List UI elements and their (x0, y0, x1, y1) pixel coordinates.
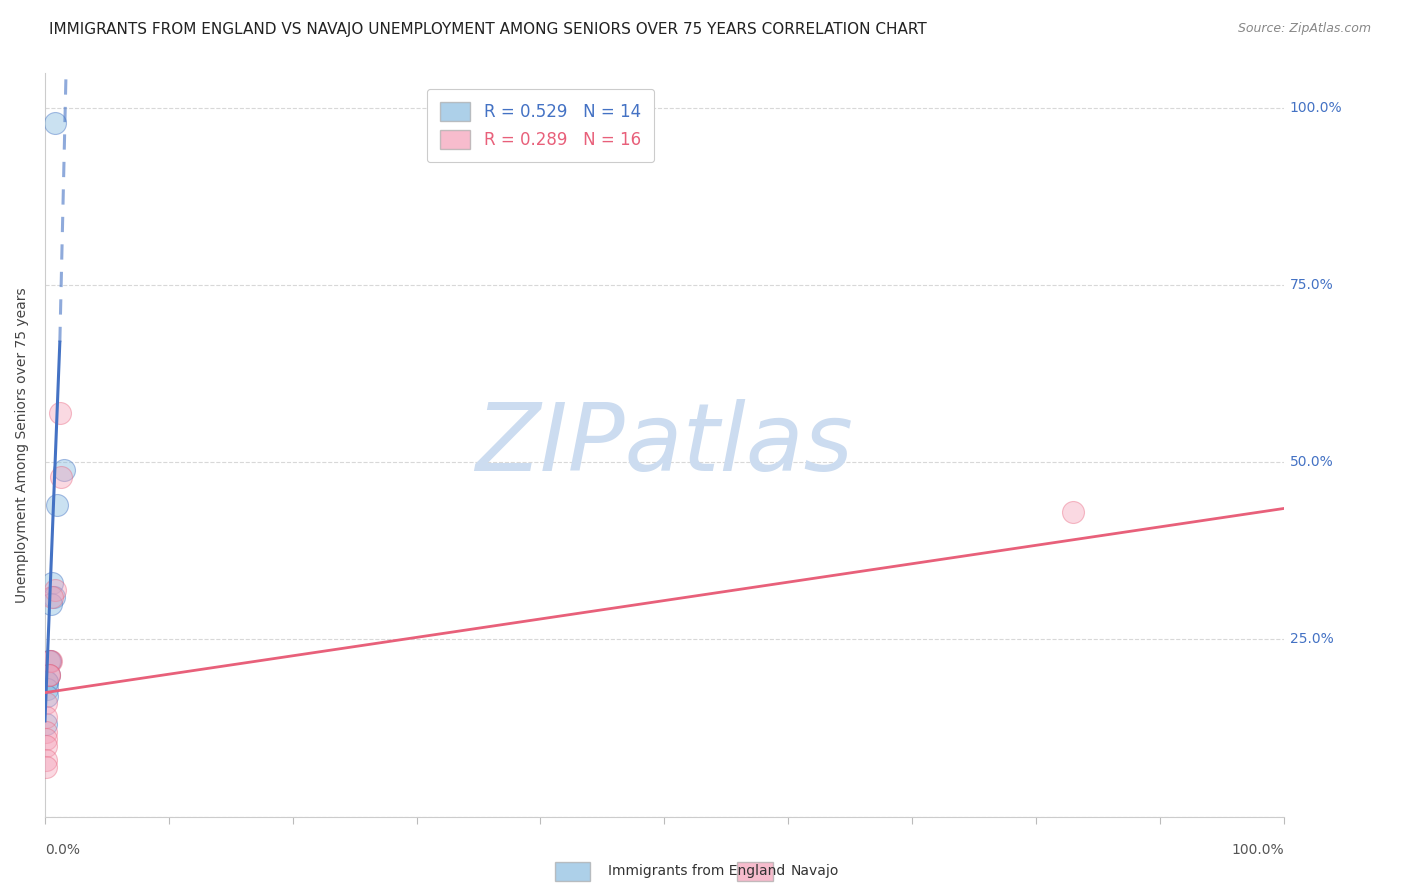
Point (39, 654, 62, 668)
Point (35, 731, 58, 746)
Point (38, 668, 60, 682)
Text: Source: ZipAtlas.com: Source: ZipAtlas.com (1237, 22, 1371, 36)
Point (35, 710, 58, 724)
Y-axis label: Unemployment Among Seniors over 75 years: Unemployment Among Seniors over 75 years (15, 287, 30, 603)
Point (41, 590, 63, 604)
Point (39, 597, 62, 611)
Text: ZIPatlas: ZIPatlas (475, 400, 853, 491)
Point (37, 689, 59, 703)
Point (42, 590, 65, 604)
Text: 25.0%: 25.0% (1289, 632, 1334, 647)
Text: 0.0%: 0.0% (45, 843, 80, 857)
Point (37, 675, 59, 690)
Point (35, 696, 58, 710)
Point (1062, 505, 1084, 519)
Text: 100.0%: 100.0% (1289, 102, 1343, 115)
Point (39, 654, 62, 668)
Point (46, 498, 69, 512)
Point (37, 675, 59, 690)
Text: 75.0%: 75.0% (1289, 278, 1334, 293)
Point (49, 469, 72, 483)
Point (44, 115, 66, 129)
Point (35, 753, 58, 767)
Text: IMMIGRANTS FROM ENGLAND VS NAVAJO UNEMPLOYMENT AMONG SENIORS OVER 75 YEARS CORRE: IMMIGRANTS FROM ENGLAND VS NAVAJO UNEMPL… (49, 22, 927, 37)
Point (35, 739, 58, 753)
Legend: R = 0.529   N = 14, R = 0.289   N = 16: R = 0.529 N = 14, R = 0.289 N = 16 (427, 88, 654, 162)
Point (38, 668, 60, 682)
Point (39, 654, 62, 668)
Text: 100.0%: 100.0% (1232, 843, 1284, 857)
Point (35, 717, 58, 731)
Point (52, 462, 75, 476)
Point (44, 582, 66, 597)
Point (35, 760, 58, 774)
Point (38, 668, 60, 682)
Point (37, 681, 59, 696)
Point (41, 575, 63, 590)
Text: Immigrants from England: Immigrants from England (609, 864, 786, 879)
Text: 50.0%: 50.0% (1289, 456, 1334, 469)
Point (35, 724, 58, 739)
Point (49, 406, 72, 420)
Point (38, 654, 60, 668)
Text: Navajo: Navajo (792, 864, 839, 879)
